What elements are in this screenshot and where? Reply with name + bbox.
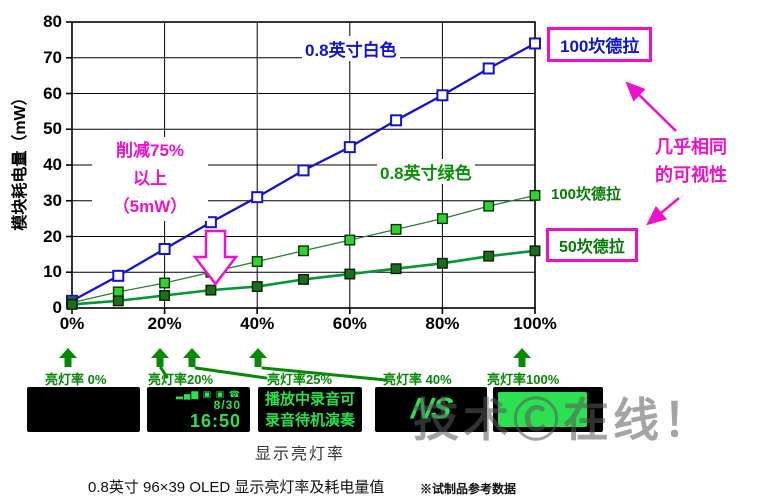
reduction-annotation: 削减75% 以上 （5mW）: [92, 137, 208, 222]
connector-line: [261, 366, 388, 382]
reduction-line-1: 削减75%: [115, 141, 185, 160]
pointer-label-25pct: 亮灯率25%: [267, 372, 333, 387]
reduction-down-arrow-icon: [192, 229, 239, 287]
y-tick-label: 50: [43, 119, 62, 139]
pointer-label-0pct: 亮灯率 0%: [45, 372, 107, 387]
visibility-arrow-top-icon: [625, 81, 677, 132]
y-tick-label: 10: [43, 262, 62, 282]
pointer-connector-lines: [159, 366, 388, 382]
data-point-s2: [344, 268, 356, 280]
x-tick-label: 60%: [332, 314, 367, 333]
data-point-s1: [436, 213, 448, 225]
data-point-s0: [343, 141, 356, 154]
x-tick-label: 20%: [147, 314, 182, 333]
connector-line: [159, 366, 169, 379]
up-arrow-icon: [183, 348, 201, 367]
caption-note: ※试制品参考数据: [420, 482, 517, 496]
y-tick-label: 0: [52, 298, 62, 317]
x-axis-caption: 显示亮灯率: [254, 446, 345, 463]
data-point-s0: [204, 216, 217, 229]
data-point-s0: [436, 89, 449, 102]
x-tick-label: 100%: [513, 314, 557, 333]
x-tick-label: 40%: [240, 314, 275, 333]
data-point-s0: [390, 114, 403, 127]
oled-screen-25pct: 播放中录音可 录音待机演奏: [258, 387, 362, 432]
full-brightness-area: [498, 392, 587, 427]
data-point-s1: [298, 245, 309, 257]
data-point-s0: [529, 37, 541, 50]
oled-screen-100pct: [493, 387, 603, 432]
data-point-s1: [390, 223, 402, 235]
screen-text-line-2: 录音待机演奏: [264, 412, 355, 429]
pointer-label-100pct: 亮灯率100%: [487, 372, 560, 387]
data-point-s2: [251, 281, 263, 292]
candela-box-white-100: 100坎德拉: [547, 27, 653, 62]
data-point-s1: [529, 189, 541, 201]
data-point-s0: [158, 243, 171, 256]
oled-screen-0pct: [27, 387, 140, 432]
reduction-line-3: （5mW）: [112, 197, 188, 217]
lighting-rate-up-arrows: [59, 348, 531, 367]
oled-screen-20pct: ▂▄▆ ▣ ▣ ☎ 8/30 16:50: [147, 387, 250, 432]
watermark: 技术Ⓒ在线！: [413, 394, 713, 446]
up-arrow-icon: [249, 348, 267, 367]
data-point-s2: [298, 273, 309, 285]
data-point-s1: [112, 286, 124, 298]
data-point-s2: [159, 290, 171, 301]
clock-time: 16:50: [189, 411, 241, 431]
oled-screen-40pct: NS: [375, 387, 487, 432]
y-tick-label: 70: [43, 47, 62, 67]
screen-text-line-1: 播放中录音可: [264, 391, 355, 408]
pointer-label-20pct: 亮灯率20%: [148, 372, 214, 387]
series-label-white: 0.8英寸白色: [302, 36, 400, 61]
visibility-note: 几乎相同 的可视性: [655, 134, 727, 190]
x-tick-label: 0%: [59, 314, 85, 333]
y-tick-label: 40: [43, 155, 62, 174]
data-point-s2: [66, 298, 78, 310]
data-point-s0: [251, 191, 264, 204]
data-point-s2: [529, 245, 541, 257]
clock-display: ▂▄▆ ▣ ▣ ☎ 8/30 16:50: [176, 389, 241, 431]
data-point-s1: [251, 256, 263, 267]
up-arrow-icon: [513, 348, 531, 367]
data-point-s1: [483, 200, 495, 212]
data-point-s2: [483, 250, 495, 262]
annotation-layer: [59, 81, 680, 382]
caption-main: 0.8英寸 96×39 OLED 显示亮灯率及耗电量值: [88, 479, 385, 496]
data-point-s2: [390, 263, 402, 275]
y-tick-label: 30: [43, 190, 62, 210]
clock-date: 8/30: [213, 398, 241, 412]
up-arrow-icon: [59, 348, 77, 367]
up-arrow-icon: [151, 348, 169, 367]
data-point-s2: [205, 284, 217, 296]
visibility-line-1: 几乎相同: [655, 137, 727, 157]
visibility-arrow-bottom-icon: [646, 197, 680, 226]
series-label-green: 0.8英寸绿色: [377, 159, 475, 184]
visibility-line-2: 的可视性: [655, 164, 727, 185]
data-point-s0: [297, 164, 310, 177]
status-icons: ▂▄▆ ▣ ▣ ☎: [176, 389, 241, 399]
data-point-s0: [482, 62, 495, 75]
y-tick-label: 80: [43, 12, 62, 31]
candela-box-green-50: 50坎德拉: [546, 228, 638, 262]
y-tick-label: 20: [43, 226, 62, 246]
connector-line: [194, 366, 268, 380]
x-tick-label: 80%: [425, 314, 460, 333]
y-tick-label: 60: [43, 83, 62, 103]
data-point-s1: [344, 234, 356, 246]
candela-label-green-100: 100坎德拉: [551, 186, 622, 203]
data-point-s2: [436, 257, 448, 269]
recorder-status-display: 播放中录音可 录音待机演奏: [258, 387, 362, 431]
data-point-s0: [112, 269, 125, 282]
data-point-s1: [159, 277, 171, 289]
data-point-s2: [112, 295, 124, 307]
pointer-label-40pct: 亮灯率 40%: [383, 372, 452, 387]
reduction-line-2: 以上: [133, 169, 167, 189]
